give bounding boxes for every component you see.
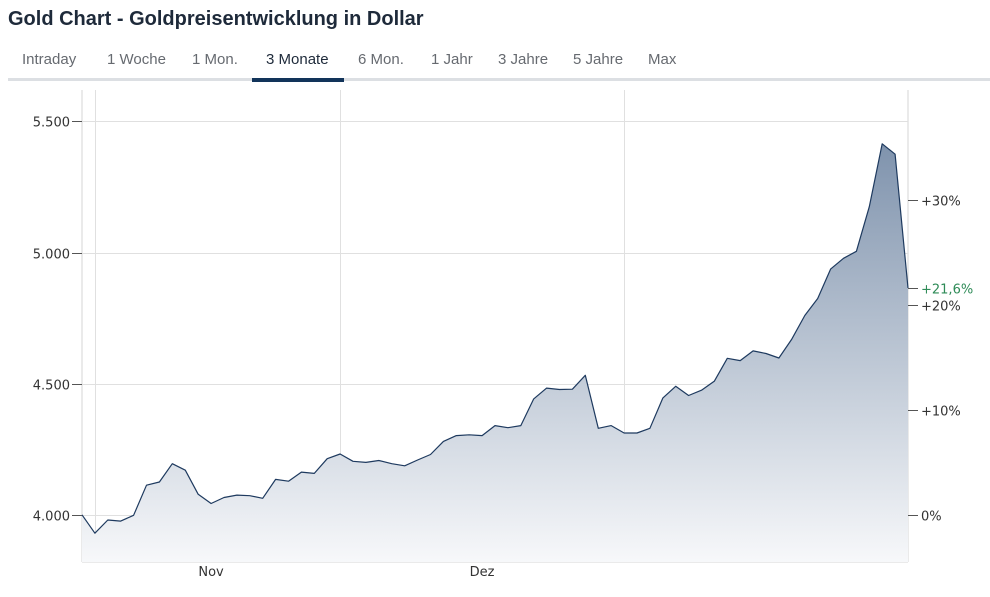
tab-1-woche[interactable]: 1 Woche: [107, 51, 166, 68]
current-pct-label: +21,6%: [921, 283, 973, 298]
price-area-fill: [82, 143, 908, 563]
y-tick-label: 4.000: [33, 510, 70, 525]
chart-area-layer: [81, 143, 909, 563]
tab-3-jahre[interactable]: 3 Jahre: [498, 51, 549, 68]
x-tick-label: Nov: [198, 565, 224, 580]
x-tick-label: Dez: [470, 565, 495, 580]
y-tick-label: 5.500: [33, 116, 70, 131]
y-tick-label: 4.500: [33, 379, 70, 394]
timeframe-tabs: Intraday 1 Woche 1 Mon. 3 Monate 6 Mon. …: [8, 44, 990, 82]
tab-max[interactable]: Max: [648, 51, 677, 68]
tab-intraday[interactable]: Intraday: [22, 51, 77, 68]
page-title: Gold Chart - Goldpreisentwicklung in Dol…: [8, 8, 424, 30]
pct-tick-label: 0%: [921, 510, 942, 525]
pct-tick-label: +10%: [921, 405, 961, 420]
pct-tick-label: +20%: [921, 300, 961, 315]
tab-3-monate[interactable]: 3 Monate: [266, 51, 329, 68]
tab-1-mon[interactable]: 1 Mon.: [192, 51, 238, 68]
pct-tick-label: +30%: [921, 195, 961, 210]
tab-6-mon[interactable]: 6 Mon.: [358, 51, 404, 68]
chart-axes: 4.000 4.500 5.000 5.500 Nov Dez 0% +10% +20% +30%…: [33, 116, 973, 581]
price-series-line: [81, 143, 909, 534]
tab-1-jahr[interactable]: 1 Jahr: [431, 51, 473, 68]
active-tab-indicator: [252, 78, 344, 82]
y-tick-label: 5.000: [33, 248, 70, 263]
tab-5-jahre[interactable]: 5 Jahre: [573, 51, 624, 68]
